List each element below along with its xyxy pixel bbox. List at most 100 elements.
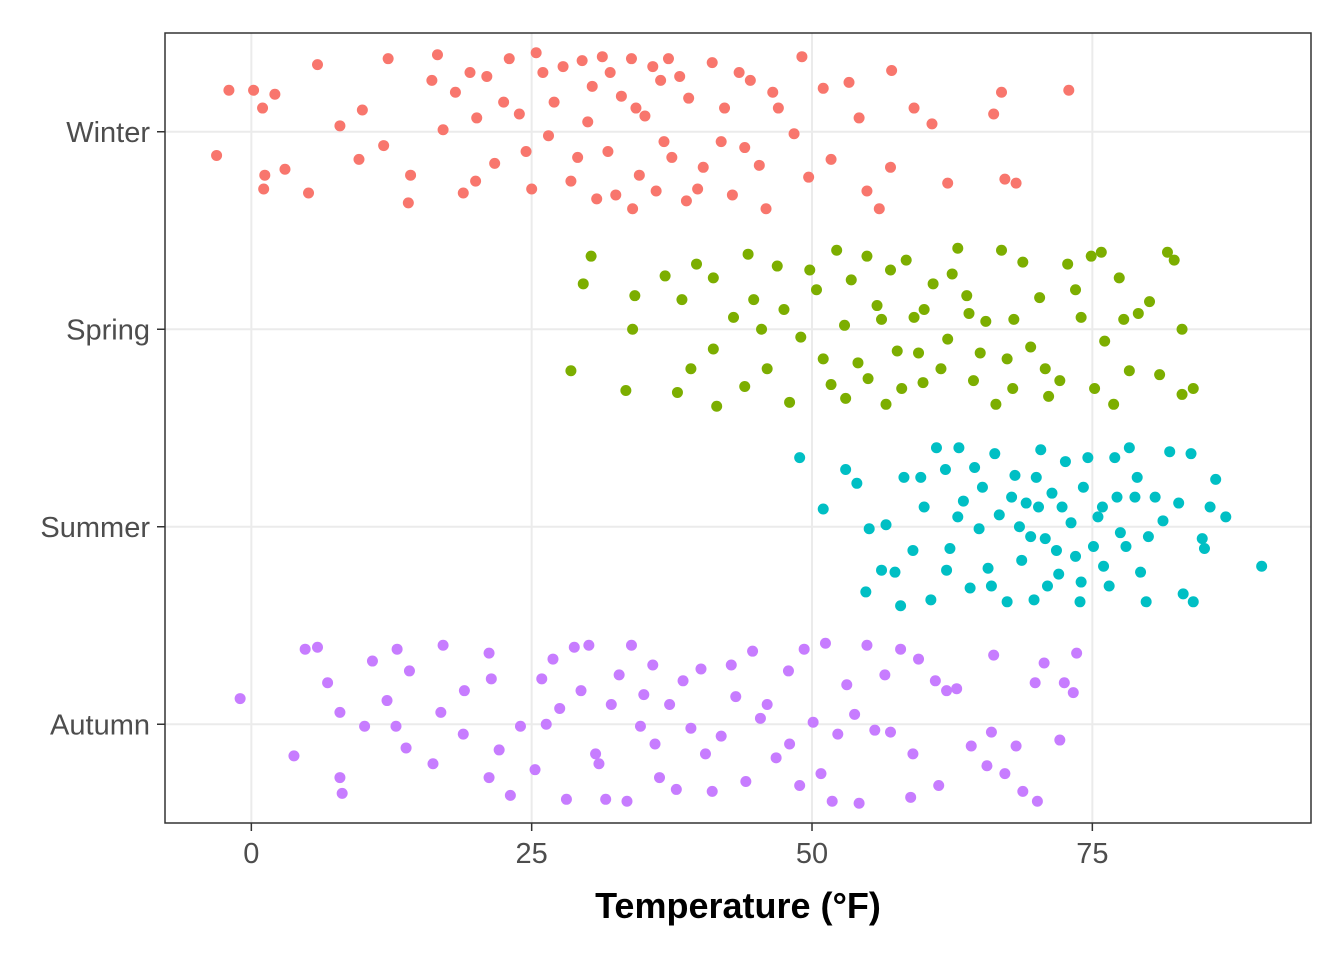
data-point: [303, 187, 315, 199]
data-point: [908, 102, 920, 114]
data-point: [691, 258, 703, 270]
plot-panel: [165, 33, 1311, 823]
data-point: [784, 396, 796, 408]
data-point: [989, 448, 1001, 460]
data-point: [798, 643, 810, 655]
data-point: [761, 699, 773, 710]
data-point: [1074, 596, 1086, 608]
data-point: [695, 663, 707, 675]
data-point: [853, 797, 865, 809]
data-point: [1001, 596, 1013, 608]
data-point: [996, 86, 1008, 98]
data-point: [259, 169, 271, 181]
data-point: [1089, 383, 1101, 394]
data-point: [1109, 452, 1121, 464]
data-point: [353, 153, 365, 165]
data-point: [692, 183, 704, 195]
data-point: [927, 278, 939, 290]
data-point: [604, 67, 616, 78]
data-point: [778, 304, 790, 315]
data-point: [1058, 677, 1070, 689]
data-point: [739, 381, 751, 393]
data-point: [435, 706, 447, 718]
data-point: [1098, 560, 1110, 572]
data-point: [437, 639, 449, 651]
data-point: [810, 284, 822, 296]
data-point: [630, 102, 642, 114]
data-point: [739, 142, 751, 154]
data-point: [662, 53, 674, 65]
data-point: [677, 675, 689, 687]
data-point: [1132, 307, 1144, 319]
data-point: [715, 730, 727, 742]
data-point: [602, 146, 614, 157]
data-point: [457, 728, 469, 740]
data-point: [862, 373, 874, 385]
data-point: [915, 471, 927, 483]
y-axis: Winter Spring Summer Autumn: [40, 117, 165, 741]
data-point: [1142, 531, 1154, 543]
data-point: [1131, 471, 1143, 483]
data-point: [1111, 491, 1123, 503]
data-point: [840, 392, 852, 404]
data-point: [860, 586, 872, 598]
y-tick-label-autumn: Autumn: [50, 709, 150, 741]
data-point: [843, 76, 855, 88]
data-point: [988, 108, 1000, 120]
data-point: [825, 379, 837, 391]
data-point: [234, 693, 246, 705]
data-point: [405, 169, 417, 181]
data-point: [1187, 596, 1199, 608]
data-point: [514, 720, 526, 732]
data-point: [794, 452, 806, 464]
data-point: [1075, 576, 1087, 588]
data-point: [565, 365, 577, 377]
data-point: [400, 742, 412, 754]
data-point: [1033, 501, 1045, 513]
data-point: [876, 313, 888, 325]
data-point: [744, 74, 756, 86]
data-point: [996, 244, 1008, 256]
series-winter: [211, 47, 1075, 215]
data-point: [1038, 657, 1050, 669]
data-point: [649, 738, 661, 750]
data-point: [526, 183, 538, 195]
data-point: [886, 65, 898, 77]
data-point: [485, 673, 497, 685]
data-point: [625, 53, 637, 65]
data-point: [1030, 471, 1042, 483]
data-point: [402, 197, 414, 209]
data-point: [900, 254, 912, 266]
data-point: [885, 264, 897, 276]
data-point: [1039, 363, 1051, 375]
data-point: [969, 462, 981, 473]
data-point: [1070, 550, 1082, 562]
data-point: [926, 118, 938, 130]
x-axis: 0 25 50 75: [243, 823, 1108, 870]
data-point: [748, 294, 760, 306]
data-point: [536, 673, 548, 685]
data-point: [907, 544, 919, 556]
data-point: [493, 744, 505, 756]
series-spring: [565, 242, 1199, 412]
data-point: [1016, 554, 1028, 566]
data-point: [366, 655, 378, 667]
data-point: [1031, 795, 1043, 807]
data-point: [1149, 491, 1161, 503]
data-point: [659, 270, 671, 282]
data-point: [1176, 323, 1188, 335]
data-point: [1196, 533, 1208, 545]
data-point: [719, 102, 731, 114]
data-point: [753, 159, 765, 171]
data-point: [257, 102, 269, 114]
data-point: [1065, 517, 1077, 529]
data-point: [615, 90, 627, 102]
data-point: [658, 136, 670, 148]
data-point: [403, 665, 415, 677]
data-point: [973, 523, 985, 535]
data-point: [483, 647, 495, 659]
data-point: [1129, 491, 1141, 503]
data-point: [1154, 369, 1166, 381]
data-point: [647, 659, 659, 671]
data-point: [391, 643, 403, 655]
